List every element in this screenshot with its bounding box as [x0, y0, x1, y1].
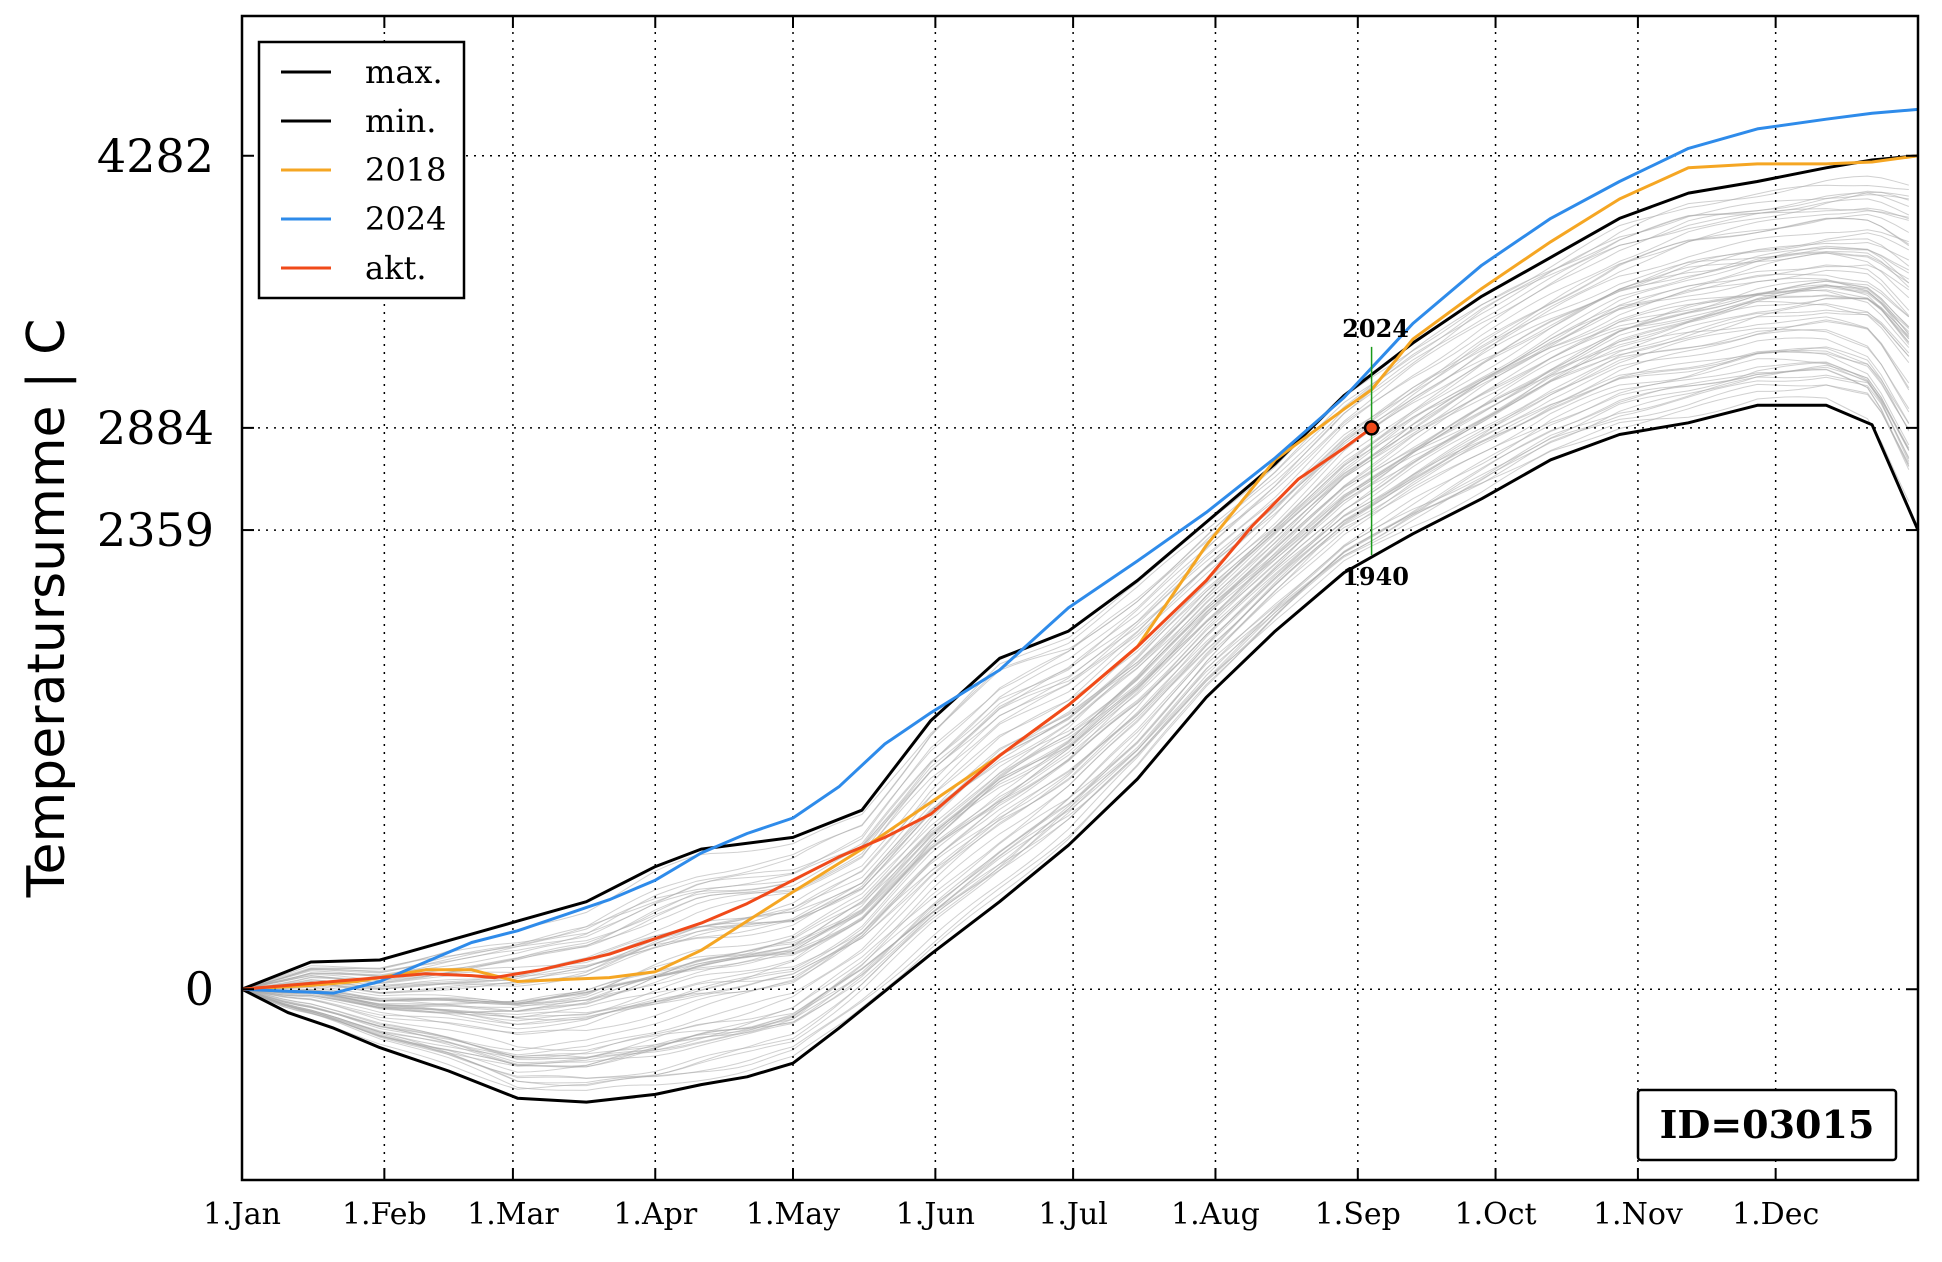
historical-year-line	[241, 300, 1910, 1034]
y-tick-label: 2884	[97, 401, 214, 455]
historical-year-line	[241, 247, 1910, 994]
historical-year-line	[241, 369, 1910, 1073]
historical-year-line	[241, 285, 1910, 1021]
historical-year-line	[241, 295, 1910, 1016]
historical-year-line	[241, 346, 1910, 1059]
x-tick-label: 1.Nov	[1593, 1197, 1683, 1232]
historical-year-line	[241, 251, 1910, 995]
legend-label: akt.	[365, 249, 427, 287]
x-tick-label: 1.May	[746, 1197, 840, 1232]
historical-year-line	[241, 252, 1910, 991]
historical-year-line	[241, 309, 1910, 1013]
historical-years-lines	[241, 175, 1910, 1091]
series-line-min	[241, 403, 1920, 1104]
grid-lines	[242, 16, 1918, 1180]
x-tick-label: 1.Feb	[342, 1197, 427, 1232]
x-tick-label: 1.Oct	[1455, 1197, 1537, 1232]
series-line-2024	[241, 107, 1919, 995]
historical-year-line	[241, 184, 1909, 990]
historical-year-line	[241, 312, 1910, 1014]
historical-year-line	[241, 319, 1910, 1030]
y-axis-label: Temperatursumme | C	[17, 319, 77, 899]
historical-year-line	[241, 320, 1910, 1052]
annotations: 2024 1940	[1342, 314, 1409, 591]
historical-year-line	[241, 232, 1910, 990]
historical-year-line	[241, 251, 1910, 990]
y-tick-label: 2359	[97, 503, 214, 557]
current-value-marker	[1363, 420, 1380, 436]
historical-year-line	[241, 175, 1909, 990]
series-line-akt	[241, 426, 1373, 991]
x-tick-label: 1.Jan	[203, 1197, 281, 1232]
historical-year-line	[241, 273, 1910, 1008]
station-id-label: ID=03015	[1660, 1102, 1875, 1147]
x-tick-label: 1.Apr	[613, 1197, 697, 1232]
historical-year-line	[241, 194, 1909, 990]
y-tick-label: 0	[185, 962, 214, 1016]
historical-year-line	[241, 213, 1910, 990]
historical-year-line	[241, 217, 1910, 990]
historical-year-line	[241, 350, 1910, 1080]
historical-year-line	[241, 286, 1910, 1006]
y-tick-label: 4282	[97, 129, 214, 183]
legend-label: 2018	[365, 151, 446, 189]
plot-frame	[240, 14, 1920, 1182]
legend-label: 2024	[365, 200, 446, 238]
historical-year-line	[241, 264, 1910, 1005]
historical-year-line	[241, 362, 1910, 1066]
historical-year-line	[241, 294, 1910, 1018]
x-tick-label: 1.Aug	[1171, 1197, 1260, 1232]
historical-year-line	[241, 192, 1909, 990]
x-axis-ticks: 1.Jan 1.Feb 1.Mar 1.Apr 1.May 1.Jun 1.Jul 1.Aug…	[203, 16, 1819, 1232]
historical-year-line	[241, 361, 1910, 1084]
historical-year-line	[241, 229, 1909, 990]
historical-year-line	[241, 190, 1909, 990]
station-id-box: ID=03015	[1636, 1088, 1898, 1162]
x-tick-label: 1.Jun	[896, 1197, 975, 1232]
historical-year-line	[241, 280, 1910, 1004]
historical-year-line	[241, 358, 1910, 1079]
historical-year-line	[241, 210, 1909, 990]
historical-year-line	[241, 303, 1910, 1019]
historical-year-line	[241, 297, 1910, 1007]
historical-year-line	[241, 347, 1910, 1056]
historical-year-line	[241, 269, 1910, 1007]
historical-year-line	[241, 207, 1909, 990]
historical-year-line	[241, 351, 1910, 1058]
annotation-label: 2024	[1342, 314, 1409, 343]
historical-year-line	[241, 277, 1910, 1022]
historical-year-line	[241, 191, 1909, 990]
historical-year-line	[241, 297, 1910, 1007]
historical-year-line	[241, 198, 1910, 990]
historical-year-line	[241, 289, 1910, 1025]
historical-year-line	[241, 368, 1910, 1091]
x-tick-label: 1.Sep	[1315, 1197, 1401, 1232]
annotation-label: 1940	[1342, 562, 1409, 591]
legend-box	[257, 40, 466, 300]
historical-year-line	[241, 247, 1910, 990]
historical-year-line	[241, 329, 1910, 1058]
historical-year-line	[241, 374, 1910, 1060]
historical-year-line	[241, 289, 1910, 1012]
x-tick-label: 1.Dec	[1732, 1197, 1819, 1232]
historical-year-line	[241, 284, 1910, 1026]
historical-year-line	[241, 284, 1910, 1013]
historical-year-line	[241, 396, 1910, 1090]
historical-year-line	[241, 329, 1910, 1061]
legend-label: min.	[365, 102, 436, 140]
legend-label: max.	[365, 53, 443, 91]
x-tick-label: 1.Mar	[467, 1197, 559, 1232]
legend: max. min. 2018 2024 akt.	[257, 40, 466, 300]
y-axis-ticks: 0 2359 2884 4282	[97, 129, 1918, 1016]
historical-year-line	[241, 241, 1910, 990]
x-tick-label: 1.Jul	[1038, 1197, 1108, 1232]
series-lines	[241, 107, 1920, 1104]
historical-year-line	[241, 280, 1910, 1004]
series-line-max	[241, 154, 1919, 991]
